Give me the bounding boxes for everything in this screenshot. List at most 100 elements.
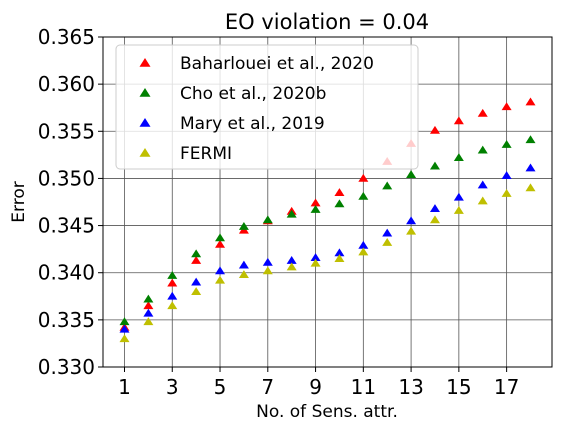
data-point-baharlouei-et-al-2020: [477, 108, 488, 117]
x-tick-label: 11: [351, 375, 376, 399]
data-point-fermi: [238, 270, 249, 278]
legend-label-cho-et-al-2020b: Cho et al., 2020b: [180, 84, 326, 104]
data-point-cho-et-al-2020b: [358, 191, 369, 200]
data-point-cho-et-al-2020b: [501, 139, 512, 148]
data-point-mary-et-al-2019: [215, 266, 226, 275]
data-points: [119, 97, 536, 343]
y-tick-label: 0.335: [38, 308, 95, 332]
chart-title: EO violation = 0.04: [225, 10, 429, 34]
data-point-cho-et-al-2020b: [286, 209, 297, 218]
data-point-mary-et-al-2019: [262, 257, 273, 266]
legend-marker-cho-et-al-2020b: [139, 88, 151, 97]
x-tick-label: 9: [309, 375, 322, 399]
y-tick-label: 0.365: [38, 25, 95, 49]
data-point-mary-et-al-2019: [382, 228, 393, 237]
y-tick-label: 0.330: [38, 355, 95, 379]
data-point-mary-et-al-2019: [477, 180, 488, 189]
data-point-baharlouei-et-al-2020: [310, 198, 321, 207]
data-point-mary-et-al-2019: [334, 248, 345, 257]
data-point-cho-et-al-2020b: [525, 135, 536, 144]
data-point-fermi: [406, 226, 417, 235]
data-point-cho-et-al-2020b: [238, 222, 249, 230]
y-tick-label: 0.350: [38, 166, 95, 190]
data-point-cho-et-al-2020b: [167, 271, 178, 279]
y-tick-label: 0.340: [38, 261, 95, 285]
series-fermi: [119, 183, 536, 343]
data-point-baharlouei-et-al-2020: [143, 301, 154, 310]
legend-marker-mary-et-al-2019: [139, 118, 151, 127]
x-tick-label: 17: [494, 375, 519, 399]
data-point-cho-et-al-2020b: [382, 181, 393, 190]
data-point-fermi: [215, 275, 226, 284]
data-point-mary-et-al-2019: [310, 253, 321, 262]
legend-label-fermi: FERMI: [180, 144, 232, 164]
data-point-fermi: [334, 254, 345, 262]
data-point-fermi: [501, 189, 512, 197]
y-axis: 0.330 0.335 0.340 0.345 0.350 0.355 0.360 0.365: [38, 25, 103, 379]
series-cho-et-al-2020b: [119, 135, 536, 326]
data-point-baharlouei-et-al-2020: [525, 97, 536, 106]
x-tick-label: 5: [214, 375, 227, 399]
data-point-baharlouei-et-al-2020: [358, 173, 369, 182]
data-point-mary-et-al-2019: [406, 216, 417, 225]
legend-label-baharlouei-et-al-2020: Baharlouei et al., 2020: [180, 54, 374, 74]
data-point-cho-et-al-2020b: [334, 199, 345, 208]
data-point-fermi: [286, 262, 297, 271]
data-point-cho-et-al-2020b: [143, 294, 154, 303]
data-point-mary-et-al-2019: [143, 308, 154, 317]
legend-box: [115, 44, 419, 170]
series-mary-et-al-2019: [119, 163, 536, 333]
data-point-cho-et-al-2020b: [477, 145, 488, 154]
data-point-fermi: [453, 205, 464, 214]
data-point-mary-et-al-2019: [191, 277, 202, 286]
data-point-cho-et-al-2020b: [310, 205, 321, 213]
data-point-fermi: [262, 266, 273, 275]
y-tick-label: 0.345: [38, 214, 95, 238]
x-tick-label: 3: [166, 375, 179, 399]
data-point-fermi: [119, 334, 130, 343]
y-tick-label: 0.355: [38, 119, 95, 143]
data-point-mary-et-al-2019: [501, 171, 512, 179]
data-point-fermi: [382, 238, 393, 246]
data-point-baharlouei-et-al-2020: [429, 125, 440, 134]
data-point-mary-et-al-2019: [525, 163, 536, 172]
x-tick-label: 15: [446, 375, 471, 399]
x-axis-label: No. of Sens. attr.: [256, 402, 398, 422]
data-point-cho-et-al-2020b: [406, 170, 417, 179]
legend: Baharlouei et al., 2020 Cho et al., 2020b…: [115, 44, 419, 170]
legend-label-mary-et-al-2019: Mary et al., 2019: [180, 114, 325, 134]
data-point-fermi: [525, 183, 536, 192]
data-point-cho-et-al-2020b: [119, 317, 130, 326]
data-point-fermi: [429, 215, 440, 224]
data-point-baharlouei-et-al-2020: [167, 278, 178, 287]
data-point-cho-et-al-2020b: [429, 161, 440, 170]
data-point-fermi: [191, 287, 202, 295]
data-point-fermi: [310, 258, 321, 267]
data-point-fermi: [143, 317, 154, 326]
legend-marker-fermi: [139, 148, 151, 157]
data-point-baharlouei-et-al-2020: [453, 116, 464, 125]
data-point-mary-et-al-2019: [119, 324, 130, 333]
data-point-baharlouei-et-al-2020: [191, 255, 202, 264]
data-point-fermi: [477, 196, 488, 205]
data-point-fermi: [358, 247, 369, 256]
plot-frame: [102, 36, 553, 368]
legend-marker-baharlouei-et-al-2020: [139, 58, 151, 67]
data-point-baharlouei-et-al-2020: [501, 102, 512, 111]
data-point-mary-et-al-2019: [286, 255, 297, 264]
data-point-cho-et-al-2020b: [215, 233, 226, 242]
data-point-cho-et-al-2020b: [262, 215, 273, 224]
data-point-mary-et-al-2019: [453, 192, 464, 201]
data-point-mary-et-al-2019: [358, 240, 369, 249]
x-tick-label: 1: [118, 375, 131, 399]
y-axis-label: Error: [9, 181, 29, 222]
data-point-cho-et-al-2020b: [453, 153, 464, 162]
data-point-mary-et-al-2019: [238, 260, 249, 269]
x-tick-label: 7: [261, 375, 274, 399]
data-point-mary-et-al-2019: [429, 204, 440, 212]
data-point-mary-et-al-2019: [167, 291, 178, 300]
x-tick-label: 13: [398, 375, 423, 399]
x-axis: 1 3 5 7 9 11 13 15 17: [118, 367, 519, 399]
data-point-baharlouei-et-al-2020: [334, 188, 345, 196]
